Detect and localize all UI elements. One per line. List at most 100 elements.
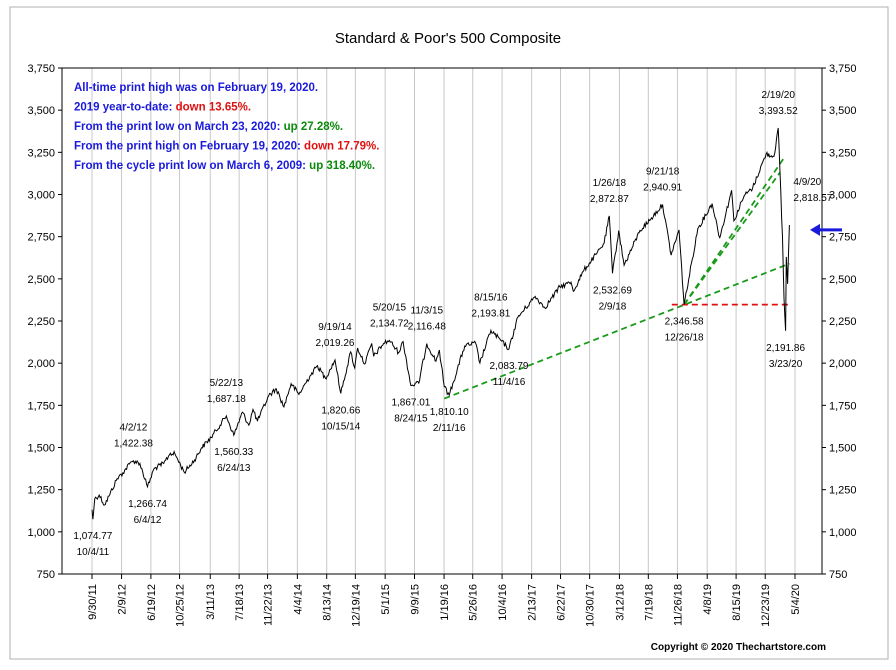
copyright: Copyright © 2020 Thechartstore.com — [651, 642, 826, 653]
x-tick-label: 12/19/14 — [350, 584, 362, 627]
x-tick-label: 3/12/18 — [614, 584, 626, 621]
x-tick-label: 8/13/14 — [322, 584, 334, 621]
info-line: From the cycle print low on March 6, 200… — [74, 160, 375, 172]
y-tick-label-right: 3,250 — [829, 147, 857, 159]
trendline — [683, 172, 781, 306]
x-tick-label: 8/15/19 — [731, 584, 743, 621]
annotation-label: 11/4/16 — [493, 377, 526, 388]
y-tick-label-left: 3,000 — [27, 190, 55, 202]
annotation-label: 1,867.01 — [391, 398, 430, 409]
y-tick-label-left: 2,250 — [27, 316, 55, 328]
x-tick-label: 1/19/16 — [439, 584, 451, 621]
annotation-label: 2,346.58 — [665, 317, 704, 328]
x-tick-label: 5/1/15 — [380, 584, 392, 615]
y-tick-label-left: 1,750 — [27, 400, 55, 412]
annotation-label: 8/24/15 — [394, 414, 428, 425]
annotation-label: 2,191.86 — [766, 343, 805, 354]
annotation-label: 9/19/14 — [318, 322, 352, 333]
info-line: From the print high on February 19, 2020… — [74, 141, 379, 153]
trendline — [443, 262, 790, 400]
info-line: 2019 year-to-date: down 13.65%. — [74, 102, 251, 114]
info-segment: down 17.79%. — [304, 141, 379, 153]
annotation-label: 2,193.81 — [471, 308, 510, 319]
annotation-label: 11/3/15 — [411, 306, 444, 317]
annotation-label: 5/20/15 — [373, 302, 407, 313]
annotation-label: 2,134.72 — [370, 318, 409, 329]
annotation-label: 3,393.52 — [759, 106, 798, 117]
annotation-label: 10/15/14 — [321, 421, 360, 432]
y-tick-label-left: 3,500 — [27, 105, 55, 117]
chart-title: Standard & Poor's 500 Composite — [335, 30, 561, 47]
y-tick-label-right: 3,750 — [829, 63, 857, 75]
y-axis-right: 750 1,000 1,250 1,500 1,750 2,000 2,250 2,500 2,… — [822, 63, 857, 581]
info-segment: up 318.40%. — [309, 160, 375, 172]
arrow-head — [810, 223, 820, 236]
y-tick-label-right: 2,250 — [829, 316, 857, 328]
info-segment: down 13.65%. — [176, 102, 251, 114]
annotation-label: 1,266.74 — [128, 499, 167, 510]
annotation-label: 3/23/20 — [769, 359, 803, 370]
x-tick-label: 11/26/18 — [672, 584, 684, 626]
annotation-label: 6/24/13 — [217, 463, 251, 474]
info-segment: From the print low on March 23, 2020: — [74, 121, 284, 133]
info-segment: All-time print high was on February 19, … — [74, 82, 318, 94]
annotation-label: 1,687.18 — [207, 394, 246, 405]
annotation-label: 2/19/20 — [762, 90, 796, 101]
y-tick-label-left: 2,500 — [27, 274, 55, 286]
y-tick-label-left: 1,000 — [27, 527, 55, 539]
annotation-label: 6/4/12 — [134, 515, 162, 526]
annotation-label: 2,532.69 — [593, 285, 632, 296]
annotation-label: 2/11/16 — [433, 423, 466, 434]
x-tick-label: 10/4/16 — [497, 584, 509, 621]
info-line: From the print low on March 23, 2020: up… — [74, 121, 343, 133]
y-tick-label-right: 2,750 — [829, 232, 857, 244]
annotation-label: 2,083.79 — [490, 361, 529, 372]
price-line — [91, 127, 790, 520]
x-tick-label: 7/18/13 — [234, 584, 246, 621]
annotation-label: 2/9/18 — [599, 301, 627, 312]
annotation-label: 2,818.57 — [793, 193, 832, 204]
annotation-label: 1,820.66 — [321, 405, 360, 416]
y-tick-label-right: 1,750 — [829, 400, 857, 412]
annotation-label: 2,940.91 — [643, 182, 682, 193]
y-tick-label-right: 1,500 — [829, 443, 857, 455]
x-tick-label: 11/22/13 — [263, 584, 275, 626]
annotation-label: 1/26/18 — [593, 178, 627, 189]
annotation-label: 5/22/13 — [210, 378, 244, 389]
x-tick-label: 2/9/12 — [117, 584, 129, 615]
info-segment: 2019 year-to-date: — [74, 102, 176, 114]
x-tick-label: 9/30/11 — [87, 584, 99, 620]
x-tick-label: 6/22/17 — [556, 584, 568, 621]
y-tick-label-left: 2,000 — [27, 358, 55, 370]
annotation-label: 2,019.26 — [316, 338, 355, 349]
y-tick-label-right: 1,250 — [829, 485, 857, 497]
y-tick-label-right: 2,000 — [829, 358, 857, 370]
x-tick-label: 5/4/20 — [790, 584, 802, 615]
y-tick-label-right: 3,000 — [829, 190, 857, 202]
annotation-label: 4/2/12 — [120, 423, 148, 434]
annotation-label: 4/9/20 — [793, 177, 821, 188]
annotations: 1,074.77 10/4/11 4/2/12 1,422.38 1,266.74 6/4… — [73, 90, 832, 558]
x-tick-label: 4/4/14 — [292, 584, 304, 615]
y-tick-label-right: 1,000 — [829, 527, 857, 539]
annotation-label: 8/15/16 — [474, 292, 508, 303]
y-tick-label-left: 1,500 — [27, 443, 55, 455]
x-tick-label: 5/26/16 — [468, 584, 480, 621]
x-tick-label: 2/13/17 — [527, 584, 539, 621]
grid — [91, 68, 796, 574]
annotation-label: 1,422.38 — [114, 439, 153, 450]
x-tick-label: 3/11/13 — [205, 584, 217, 620]
info-segment: up 27.28%. — [284, 121, 343, 133]
x-tick-label: 10/25/12 — [175, 584, 187, 627]
info-segment: From the cycle print low on March 6, 200… — [74, 160, 309, 172]
x-tick-label: 12/23/19 — [760, 584, 772, 627]
x-tick-label: 7/19/18 — [643, 584, 655, 621]
y-tick-label-left: 2,750 — [27, 232, 55, 244]
y-tick-label-left: 1,250 — [27, 485, 55, 497]
annotation-label: 1,810.10 — [430, 407, 469, 418]
x-tick-label: 6/19/12 — [146, 584, 158, 621]
y-tick-label-right: 750 — [829, 569, 847, 581]
x-axis: 9/30/11 2/9/12 6/19/12 10/25/12 3/11/13 7/18/… — [87, 574, 802, 627]
